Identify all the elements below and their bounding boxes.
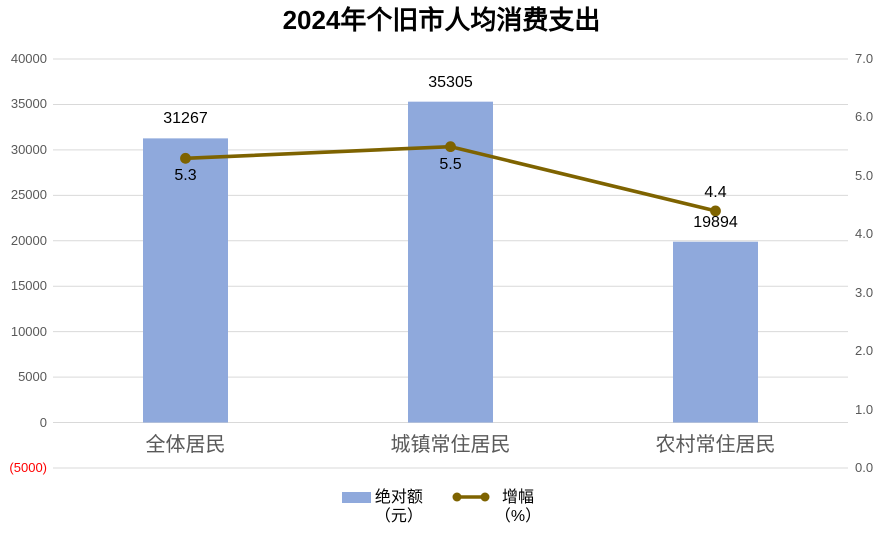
y-left-tick-label: 25000 [10,187,47,203]
y-left-tick-label: 5000 [18,369,47,385]
bar-0 [143,138,228,423]
legend-bar-label: 绝对额 [374,489,423,506]
y-left-tick-label: (5000) [9,460,47,475]
legend: 绝对额 （元） 增幅 （%） [0,488,883,526]
y-right-tick-label: 1.0 [855,401,874,417]
y-left-tick-label: 35000 [10,96,47,112]
y-left-tick-label: 15000 [10,278,47,294]
y-left-tick-label: 0 [39,414,47,430]
y-right-tick-label: 5.0 [855,167,874,183]
category-label: 城镇常住居民 [390,434,511,456]
legend-item-line-series: 增幅 （%） [451,488,541,526]
legend-line-unit: （%） [494,508,542,525]
legend-line-label: 增幅 [502,489,535,506]
line-value-label: 5.3 [174,167,197,185]
line-value-label: 4.4 [704,183,727,201]
line-value-label: 5.5 [439,155,462,173]
legend-bar-unit: （元） [374,508,423,525]
bar-value-label: 35305 [428,73,473,91]
y-right-tick-label: 0.0 [855,460,874,475]
y-right-tick-label: 4.0 [855,226,874,242]
y-left-tick-label: 10000 [10,323,47,339]
y-right-tick-label: 6.0 [855,109,874,125]
y-right-tick-label: 7.0 [855,51,874,66]
line-marker-0 [180,152,191,164]
chart-title: 2024年个旧市人均消费支出 [282,5,601,35]
y-left-tick-label: 20000 [10,232,47,248]
line-marker-1 [445,141,456,153]
category-label: 农村常住居民 [655,434,776,456]
bar-series-swatch-icon [341,492,371,503]
y-left-tick-label: 40000 [10,51,47,66]
y-right-tick-label: 2.0 [855,343,874,359]
category-label: 全体居民 [145,434,226,456]
bar-value-label: 19894 [693,213,738,231]
bar-value-label: 31267 [163,110,208,128]
y-left-tick-label: 30000 [10,141,47,157]
line-marker-2 [710,205,721,217]
bar-2 [673,241,758,423]
line-series-marker-icon [452,492,490,502]
legend-item-bar-series: 绝对额 （元） [341,488,423,526]
y-right-tick-label: 3.0 [855,284,874,300]
